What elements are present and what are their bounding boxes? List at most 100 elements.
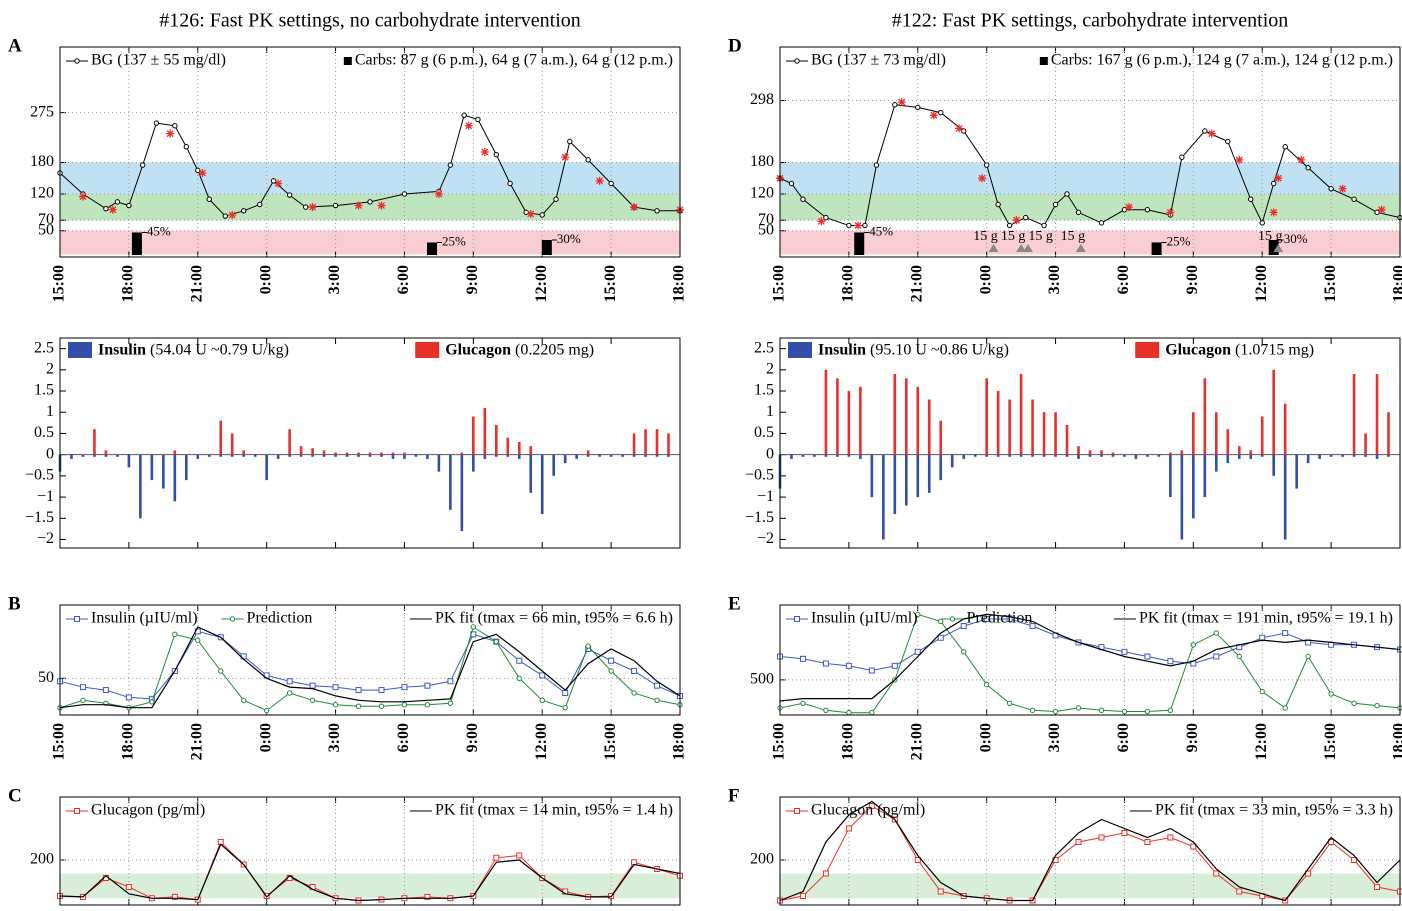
x-tick-label: 15:00 xyxy=(51,723,68,760)
x-tick-label: 9:00 xyxy=(464,723,481,752)
x-tick-label: 12:00 xyxy=(1253,265,1270,302)
marker xyxy=(286,690,293,696)
x-tick-label: 21:00 xyxy=(908,723,925,760)
bar xyxy=(1272,454,1276,476)
x-tick-label: 12:00 xyxy=(1253,723,1270,760)
marker xyxy=(378,687,385,694)
bar xyxy=(563,454,567,464)
bar xyxy=(904,454,908,506)
bar xyxy=(667,454,670,457)
marker xyxy=(103,206,109,212)
bar xyxy=(847,454,851,457)
treatment-marker xyxy=(1075,244,1086,252)
marker xyxy=(332,684,339,691)
bar xyxy=(1031,399,1034,455)
marker xyxy=(153,120,160,126)
x-tick-label: 18:00 xyxy=(120,265,137,302)
marker xyxy=(516,657,523,664)
line xyxy=(779,613,1401,702)
legend-label: BG (137 ± 73 mg/dl) xyxy=(811,52,946,69)
panel-label: D xyxy=(728,35,742,56)
reference-point xyxy=(561,153,570,162)
bar xyxy=(859,454,862,459)
marker xyxy=(493,151,499,158)
plot-frame xyxy=(779,46,1401,258)
marker xyxy=(1006,700,1013,706)
x-tick-label: 9:00 xyxy=(1184,265,1201,294)
bar xyxy=(1260,416,1264,455)
marker xyxy=(983,616,990,623)
panel-label: F xyxy=(728,785,740,806)
marker xyxy=(309,697,316,704)
y-tick-label: 2.5 xyxy=(34,339,54,356)
carb-bar xyxy=(541,240,552,255)
reference-point xyxy=(1269,208,1278,217)
legend-label: Glucagon (pg/ml) xyxy=(811,802,925,819)
marker xyxy=(1259,220,1265,226)
y-tick-label: 200 xyxy=(30,851,54,868)
marker xyxy=(461,112,467,118)
reference-point xyxy=(1235,155,1244,164)
marker xyxy=(1029,623,1036,630)
treatment-label: 15 g xyxy=(1061,229,1086,244)
carb-bar xyxy=(131,232,142,255)
marker xyxy=(114,199,121,205)
bar xyxy=(368,452,372,455)
reference-point xyxy=(1274,174,1283,183)
bar xyxy=(345,452,349,455)
reference-point xyxy=(526,209,535,218)
marker xyxy=(873,162,880,168)
marker xyxy=(539,672,546,679)
bar xyxy=(357,454,360,457)
band xyxy=(780,194,1400,221)
marker xyxy=(654,208,660,214)
line xyxy=(779,805,1401,902)
bar xyxy=(655,454,659,457)
bar xyxy=(219,420,223,455)
y-tick-label: 0 xyxy=(766,445,774,462)
bar xyxy=(93,429,96,455)
marker xyxy=(218,668,224,674)
marker xyxy=(125,694,132,701)
bar xyxy=(1214,412,1218,455)
marker xyxy=(608,180,614,187)
line xyxy=(59,626,681,709)
panel-label: B xyxy=(8,593,21,614)
marker xyxy=(367,199,373,205)
y-tick-label: 275 xyxy=(30,103,54,120)
marker xyxy=(799,893,806,899)
bar xyxy=(139,454,142,519)
marker xyxy=(654,682,661,689)
marker xyxy=(1098,834,1105,841)
carb-label: 30% xyxy=(557,231,581,246)
x-tick-label: 0:00 xyxy=(257,723,274,752)
bar xyxy=(904,378,908,455)
marker xyxy=(1052,201,1059,208)
bar xyxy=(1352,454,1356,457)
reference-point xyxy=(1377,205,1386,214)
bar xyxy=(81,454,85,457)
bar xyxy=(801,454,805,457)
marker xyxy=(1023,214,1029,221)
marker xyxy=(303,204,309,210)
bar xyxy=(380,454,383,457)
reference-point xyxy=(228,211,237,219)
bar xyxy=(1019,454,1023,457)
bar xyxy=(1375,454,1379,459)
plot-frame xyxy=(779,604,1401,716)
bar xyxy=(207,454,211,457)
legend-label: Prediction xyxy=(247,610,313,627)
marker xyxy=(424,893,431,900)
bar xyxy=(460,452,464,455)
bar xyxy=(1157,454,1161,457)
bar xyxy=(1329,454,1333,457)
bar xyxy=(414,454,418,457)
marker xyxy=(172,123,178,129)
bar xyxy=(586,454,590,457)
bar xyxy=(916,386,920,455)
y-tick-label: 2 xyxy=(766,360,774,377)
y-tick-label: 500 xyxy=(750,671,774,688)
bar xyxy=(1249,450,1253,455)
bar xyxy=(1088,454,1092,457)
marker xyxy=(608,657,615,664)
